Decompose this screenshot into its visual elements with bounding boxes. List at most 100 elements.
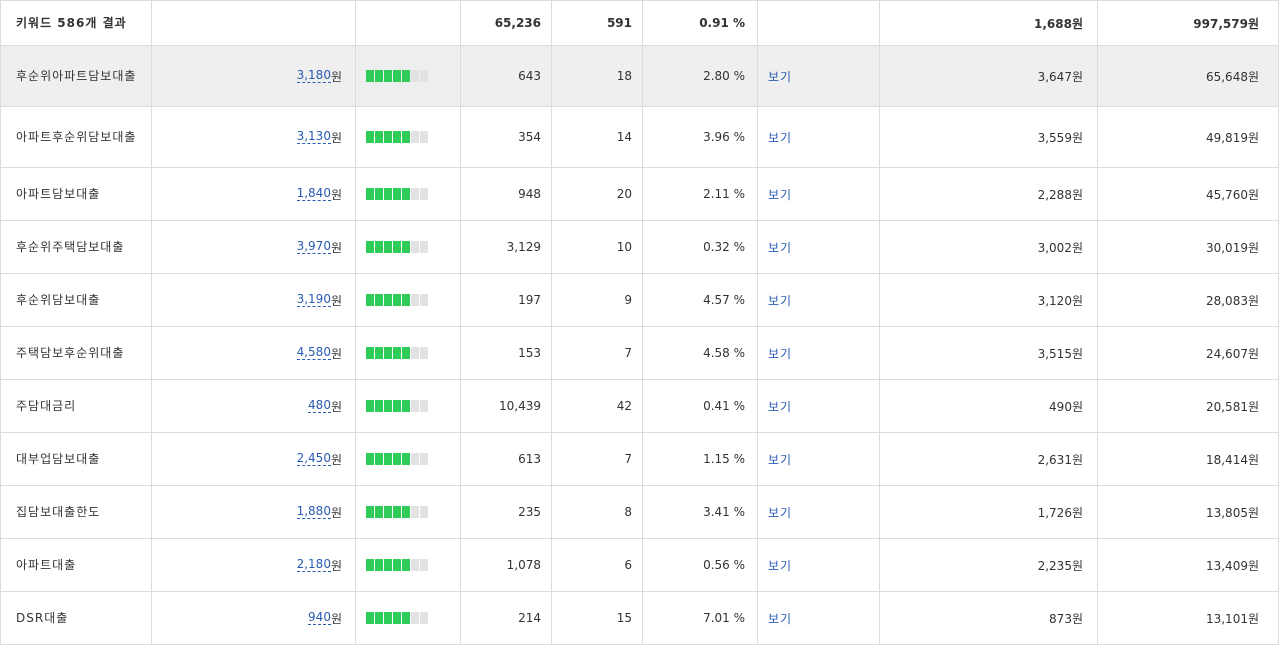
- view-link[interactable]: 보기: [768, 69, 793, 84]
- clicks-value: 9: [551, 274, 642, 326]
- bar-segment: [384, 241, 392, 253]
- table-row: 집담보대출한도 1,880 원 235 8 3.41 % 보기 1,726원 13,805원: [0, 486, 1279, 539]
- bid-cell: 480 원: [151, 380, 355, 432]
- bar-segment: [393, 70, 401, 82]
- bid-cell: 3,190 원: [151, 274, 355, 326]
- bar-segment: [366, 294, 374, 306]
- bar-segment: [402, 294, 410, 306]
- view-cell: 보기: [757, 46, 879, 106]
- bar-segment: [375, 131, 383, 143]
- view-link[interactable]: 보기: [768, 558, 793, 573]
- bar-segment: [402, 241, 410, 253]
- keyword-text: 후순위아파트담보대출: [0, 46, 151, 106]
- bar-segment: [384, 347, 392, 359]
- bid-amount-link[interactable]: 3,970: [296, 239, 331, 254]
- bar-segment: [366, 188, 374, 200]
- view-cell: 보기: [757, 380, 879, 432]
- won-unit: 원: [330, 187, 342, 202]
- bar-segment: [366, 453, 374, 465]
- bid-amount-link[interactable]: 4,580: [296, 345, 331, 360]
- summary-impressions: 65,236: [460, 1, 551, 45]
- bid-amount-link[interactable]: 3,190: [296, 292, 331, 307]
- bar-segment: [366, 400, 374, 412]
- bar-segment: [393, 241, 401, 253]
- view-link[interactable]: 보기: [768, 130, 793, 145]
- competition-bar-cell: [355, 46, 460, 106]
- bar-segment: [393, 506, 401, 518]
- bar-segment: [402, 506, 410, 518]
- won-unit: 원: [330, 611, 342, 626]
- bar-segment: [420, 506, 428, 518]
- bid-amount-link[interactable]: 480: [308, 398, 331, 413]
- bar-segment: [384, 559, 392, 571]
- competition-bar: [366, 400, 428, 412]
- bar-segment: [375, 612, 383, 624]
- won-unit: 원: [330, 346, 342, 361]
- clicks-value: 42: [551, 380, 642, 432]
- view-link[interactable]: 보기: [768, 452, 793, 467]
- bar-segment: [411, 400, 419, 412]
- cpc-value: 3,002원: [879, 221, 1097, 273]
- bar-segment: [420, 131, 428, 143]
- view-link[interactable]: 보기: [768, 505, 793, 520]
- cpc-value: 3,647원: [879, 46, 1097, 106]
- bid-amount-link[interactable]: 3,130: [296, 129, 331, 144]
- won-unit: 원: [330, 130, 342, 145]
- bar-segment: [375, 294, 383, 306]
- view-link[interactable]: 보기: [768, 346, 793, 361]
- competition-bar: [366, 347, 428, 359]
- bid-cell: 2,450 원: [151, 433, 355, 485]
- clicks-value: 7: [551, 327, 642, 379]
- summary-ctr: 0.91 %: [642, 1, 757, 45]
- bid-amount-link[interactable]: 3,180: [296, 68, 331, 83]
- view-link[interactable]: 보기: [768, 611, 793, 626]
- bar-segment: [384, 294, 392, 306]
- keyword-text: 집담보대출한도: [0, 486, 151, 538]
- bar-segment: [402, 188, 410, 200]
- table-row: 주담대금리 480 원 10,439 42 0.41 % 보기 490원 20,581원: [0, 380, 1279, 433]
- keyword-text: 주담대금리: [0, 380, 151, 432]
- keyword-text: 아파트담보대출: [0, 168, 151, 220]
- view-link[interactable]: 보기: [768, 399, 793, 414]
- clicks-value: 6: [551, 539, 642, 591]
- bid-amount-link[interactable]: 940: [308, 610, 331, 625]
- view-link[interactable]: 보기: [768, 240, 793, 255]
- bar-segment: [375, 453, 383, 465]
- bar-segment: [420, 559, 428, 571]
- bar-segment: [375, 506, 383, 518]
- impressions-value: 354: [460, 107, 551, 167]
- summary-cost: 997,579원: [1097, 1, 1279, 45]
- cpc-value: 2,288원: [879, 168, 1097, 220]
- bar-segment: [420, 453, 428, 465]
- bar-segment: [411, 506, 419, 518]
- bar-segment: [366, 347, 374, 359]
- view-link[interactable]: 보기: [768, 293, 793, 308]
- view-link[interactable]: 보기: [768, 187, 793, 202]
- bar-segment: [402, 559, 410, 571]
- bar-segment: [384, 131, 392, 143]
- keyword-text: 대부업담보대출: [0, 433, 151, 485]
- bar-segment: [411, 294, 419, 306]
- competition-bar-cell: [355, 327, 460, 379]
- bid-cell: 1,840 원: [151, 168, 355, 220]
- ctr-value: 3.41 %: [642, 486, 757, 538]
- bar-segment: [411, 131, 419, 143]
- bar-segment: [420, 188, 428, 200]
- bar-segment: [384, 506, 392, 518]
- bar-segment: [402, 453, 410, 465]
- bar-segment: [375, 188, 383, 200]
- cost-value: 28,083원: [1097, 274, 1279, 326]
- summary-label: 키워드 586개 결과: [0, 1, 151, 45]
- clicks-value: 15: [551, 592, 642, 644]
- bid-amount-link[interactable]: 1,840: [296, 186, 331, 201]
- bar-segment: [420, 612, 428, 624]
- bid-amount-link[interactable]: 1,880: [296, 504, 331, 519]
- bar-segment: [411, 241, 419, 253]
- bid-amount-link[interactable]: 2,180: [296, 557, 331, 572]
- bar-segment: [420, 400, 428, 412]
- impressions-value: 214: [460, 592, 551, 644]
- clicks-value: 14: [551, 107, 642, 167]
- impressions-value: 1,078: [460, 539, 551, 591]
- bid-amount-link[interactable]: 2,450: [296, 451, 331, 466]
